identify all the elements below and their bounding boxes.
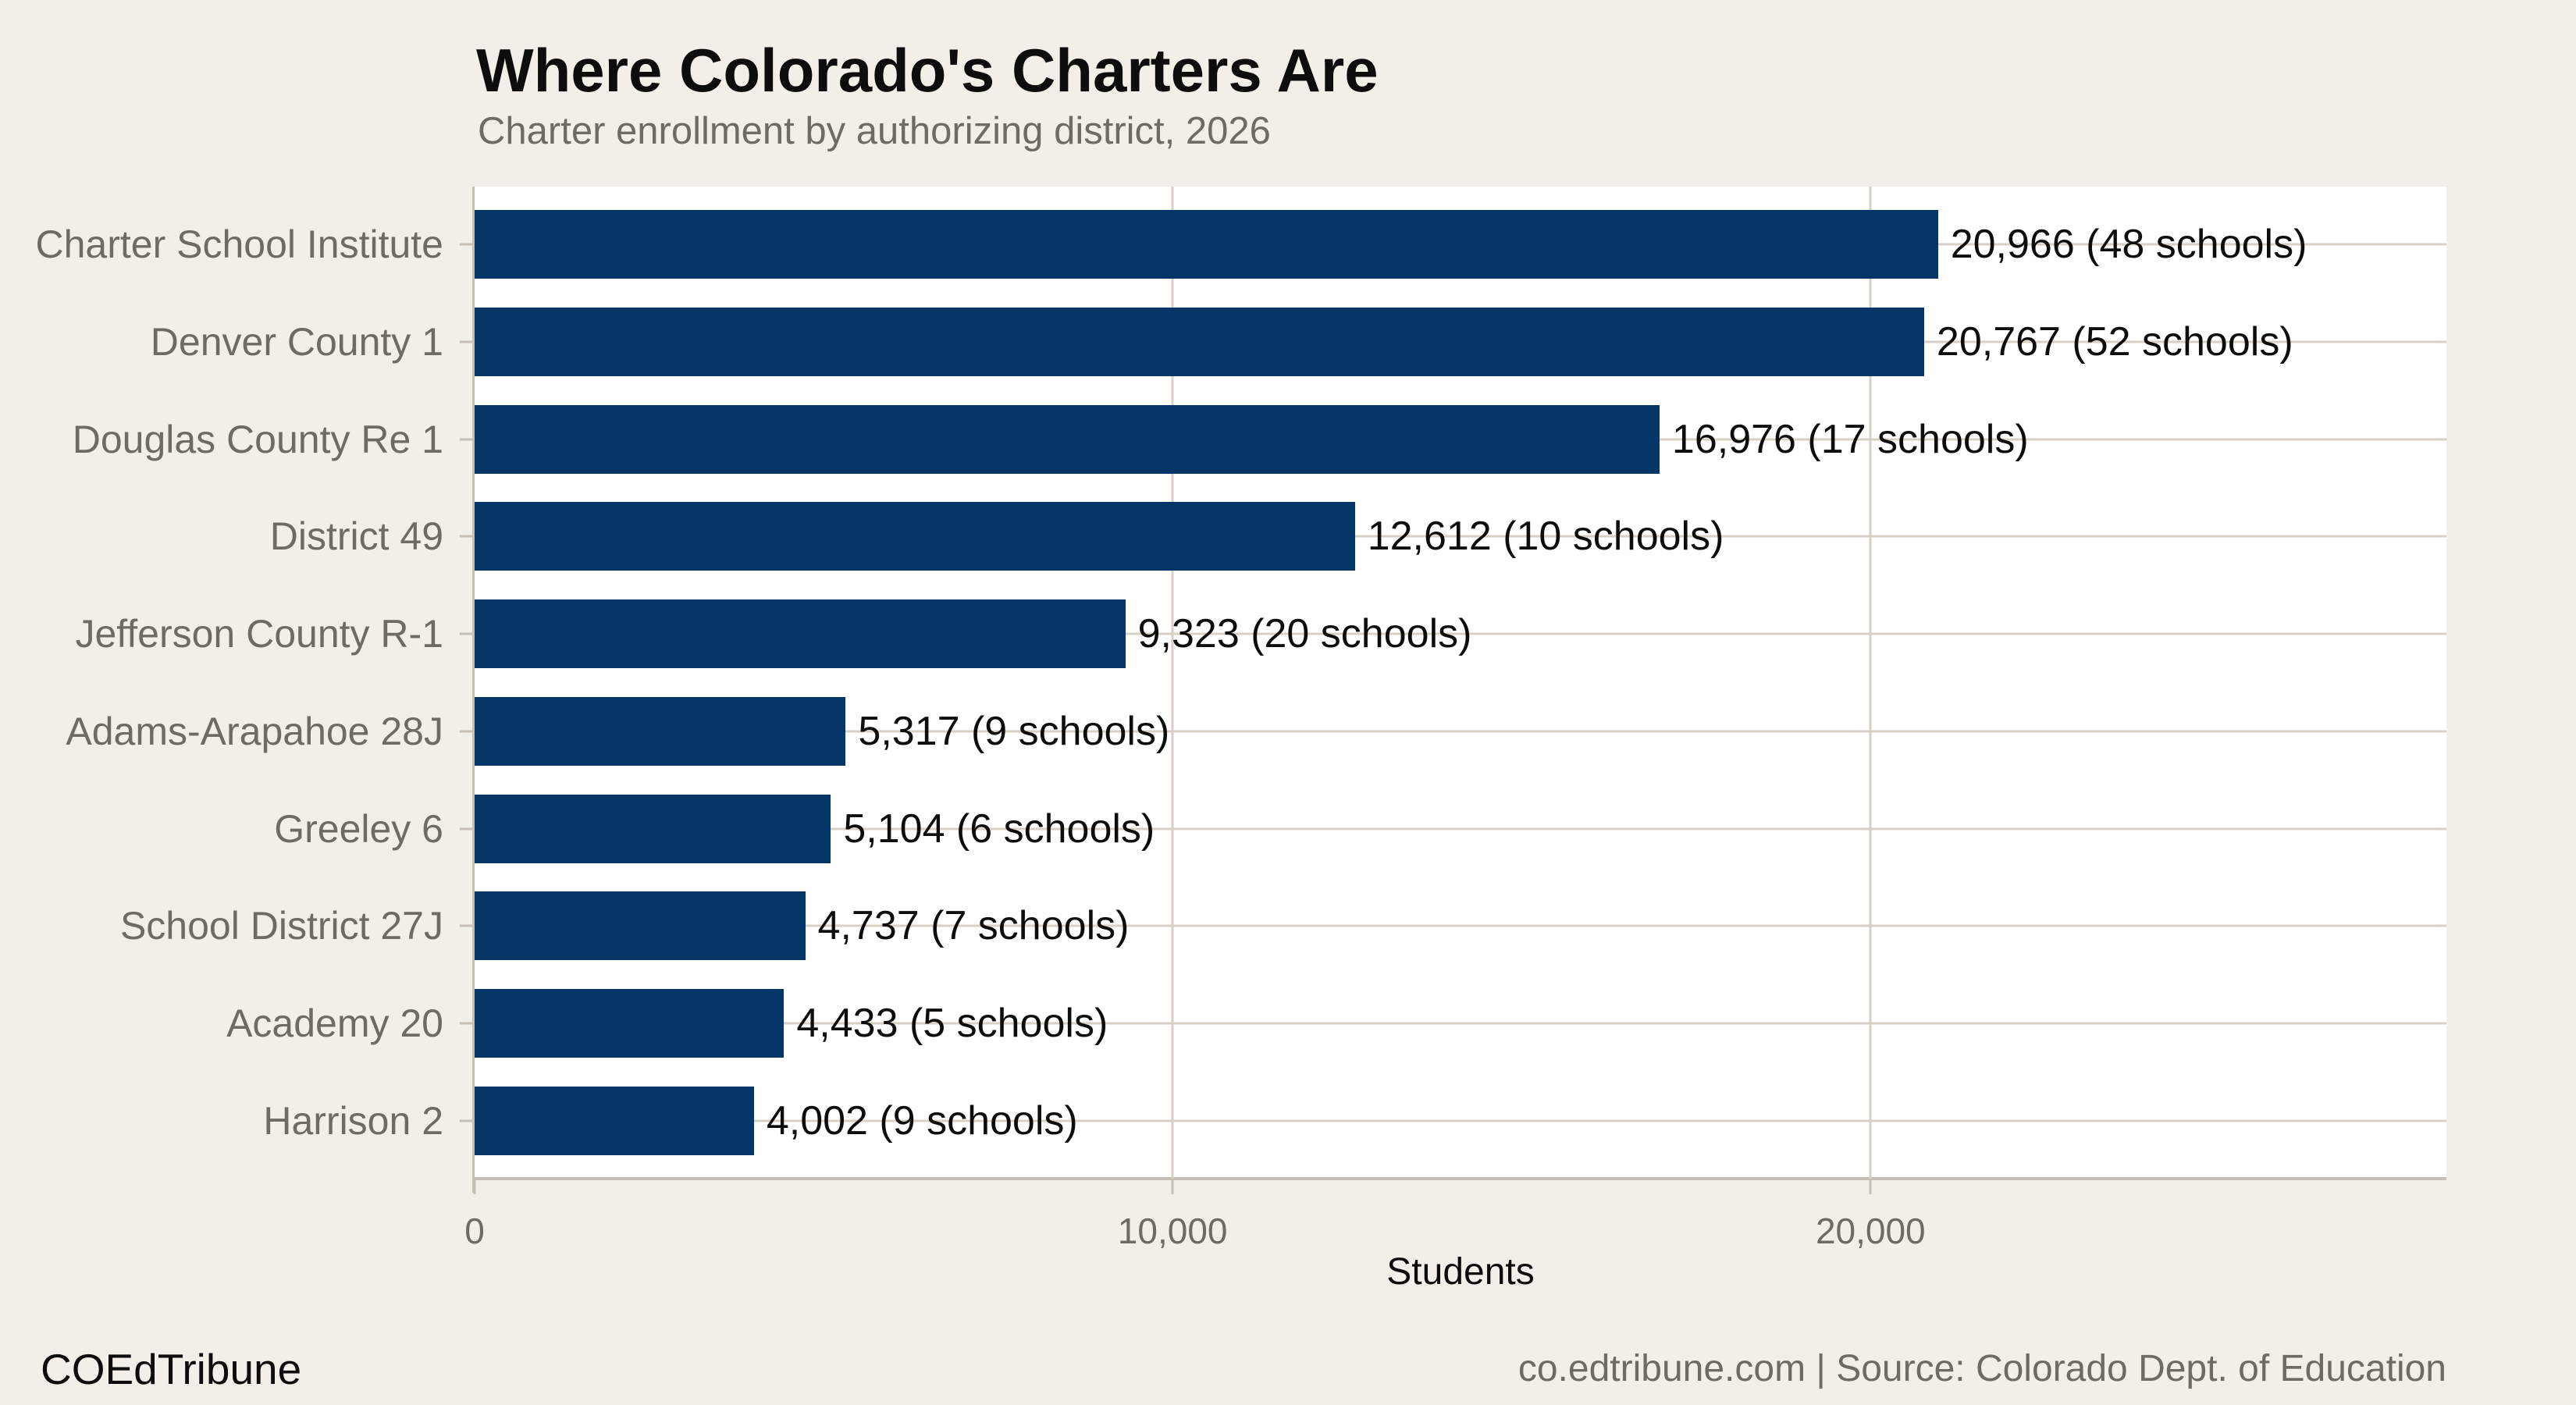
category-label: Harrison 2 bbox=[263, 1099, 443, 1144]
category-label: School District 27J bbox=[119, 904, 443, 948]
bar bbox=[475, 794, 831, 863]
bar bbox=[475, 1087, 754, 1156]
bar bbox=[475, 404, 1660, 474]
category-tick bbox=[460, 632, 472, 635]
category-tick bbox=[460, 340, 472, 343]
bar-value-label: 12,612 (10 schools) bbox=[1367, 514, 1724, 560]
x-tick-mark bbox=[1171, 1180, 1174, 1194]
bar-value-label: 4,433 (5 schools) bbox=[796, 1001, 1108, 1047]
bar-value-label: 5,317 (9 schools) bbox=[858, 708, 1170, 754]
bar bbox=[475, 209, 1938, 279]
value-gridline bbox=[1869, 187, 1872, 1179]
bar-value-label: 16,976 (17 schools) bbox=[1671, 416, 2029, 462]
category-tick bbox=[460, 730, 472, 733]
category-label: Jefferson County R-1 bbox=[75, 612, 443, 656]
bar-value-label: 5,104 (6 schools) bbox=[843, 806, 1155, 852]
row-gridline bbox=[475, 1119, 2446, 1122]
footer-attribution: co.edtribune.com | Source: Colorado Dept… bbox=[1517, 1348, 2446, 1389]
bar bbox=[475, 307, 1924, 376]
row-gridline bbox=[475, 730, 2446, 733]
category-tick bbox=[460, 438, 472, 441]
category-label: Adams-Arapahoe 28J bbox=[66, 709, 443, 753]
category-tick bbox=[460, 827, 472, 831]
x-tick-mark bbox=[473, 1180, 476, 1194]
x-tick-label: 20,000 bbox=[1815, 1211, 1926, 1251]
category-label: Denver County 1 bbox=[150, 319, 443, 364]
row-gridline bbox=[475, 535, 2446, 538]
footer-brand: COEdTribune bbox=[41, 1345, 302, 1393]
bar bbox=[475, 696, 846, 766]
category-label: Douglas County Re 1 bbox=[72, 417, 443, 461]
category-tick bbox=[460, 1119, 472, 1122]
category-tick bbox=[460, 535, 472, 538]
bar-value-label: 9,323 (20 schools) bbox=[1137, 611, 1472, 657]
row-gridline bbox=[475, 827, 2446, 831]
bar bbox=[475, 891, 806, 961]
row-gridline bbox=[475, 924, 2446, 927]
plot-area: 20,966 (48 schools) 20,767 (52 schools) 16… bbox=[460, 187, 2446, 1193]
category-tick bbox=[460, 1022, 472, 1025]
x-axis: 0 10,000 20,000 bbox=[464, 1180, 2446, 1274]
category-tick bbox=[460, 243, 472, 246]
category-axis: Charter School Institute Denver County 1 D… bbox=[0, 187, 462, 1179]
bar-value-label: 20,767 (52 schools) bbox=[1936, 318, 2293, 365]
x-axis-line bbox=[475, 1177, 2446, 1180]
bar-value-label: 4,002 (9 schools) bbox=[766, 1098, 1078, 1144]
bar bbox=[475, 599, 1126, 669]
bar-value-label: 20,966 (48 schools) bbox=[1950, 221, 2307, 267]
bar bbox=[475, 989, 785, 1058]
x-tick-mark bbox=[1869, 1180, 1872, 1194]
x-tick-label: 0 bbox=[464, 1211, 485, 1251]
category-label: Academy 20 bbox=[226, 1001, 443, 1046]
row-gridline bbox=[475, 1022, 2446, 1025]
x-tick-label: 10,000 bbox=[1117, 1211, 1228, 1251]
chart-subtitle: Charter enrollment by authorizing distri… bbox=[478, 110, 1271, 152]
chart-title: Where Colorado's Charters Are bbox=[476, 36, 1379, 105]
category-label: District 49 bbox=[269, 514, 443, 559]
y-axis-line bbox=[472, 187, 475, 1193]
value-gridline bbox=[1171, 187, 1174, 1179]
bar bbox=[475, 502, 1355, 571]
category-label: Charter School Institute bbox=[35, 222, 444, 266]
x-axis-title: Students bbox=[1386, 1251, 1535, 1293]
bar-value-label: 4,737 (7 schools) bbox=[817, 903, 1130, 949]
category-tick bbox=[460, 924, 472, 927]
row-gridline bbox=[475, 632, 2446, 635]
category-label: Greeley 6 bbox=[274, 806, 443, 851]
